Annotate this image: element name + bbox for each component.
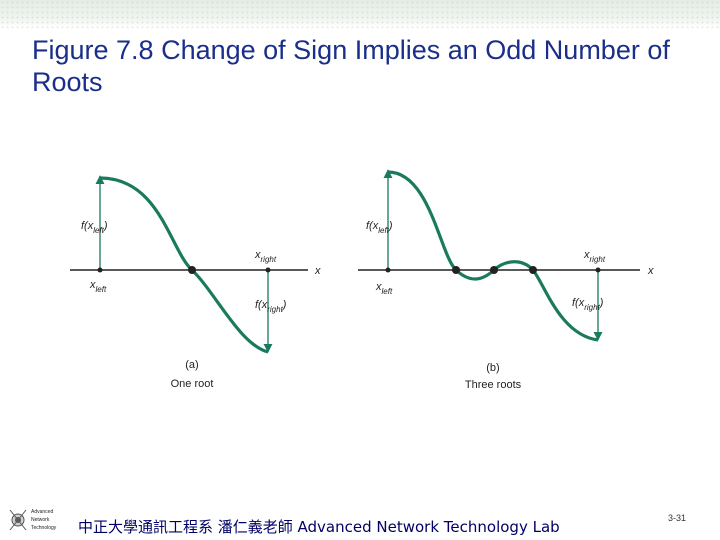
logo-text-line-1: Advanced (31, 509, 53, 515)
slide-title: Figure 7.8 Change of Sign Implies an Odd… (32, 35, 670, 97)
curve-a (99, 176, 269, 354)
caption-letter-b: (b) (486, 362, 499, 374)
root-point-b-1 (452, 266, 460, 274)
root-point-a (188, 266, 196, 274)
x-right-point-a (265, 267, 271, 273)
f-left-label-a: f(xleft) (81, 220, 108, 235)
header-band (0, 0, 720, 28)
caption-letter-a: (a) (185, 359, 198, 371)
x-axis-label-b: x (647, 265, 654, 277)
x-right-point-b (595, 267, 601, 273)
caption-a: One root (171, 378, 214, 390)
x-axis-label-a: x (314, 265, 321, 277)
x-left-point-b (385, 267, 391, 273)
x-right-label-b: xright (583, 249, 606, 264)
footer-text: 中正大學通訊工程系 潘仁義老師 Advanced Network Technol… (78, 518, 560, 536)
logo-text-line-3: Technology (31, 525, 57, 531)
f-left-label-b: f(xleft) (366, 220, 393, 235)
panel-b: f(xleft) xleft xright x f(xright) (b) Th… (358, 169, 654, 391)
x-left-label-a: xleft (89, 279, 107, 294)
root-point-b-3 (529, 266, 537, 274)
root-point-b-2 (490, 266, 498, 274)
curve-b (387, 170, 599, 342)
x-left-point-a (97, 267, 103, 273)
x-right-label-a: xright (254, 249, 277, 264)
logo-text-line-2: Network (31, 517, 50, 523)
x-left-label-b: xleft (375, 281, 393, 296)
lab-logo: Advanced Network Technology (6, 503, 70, 537)
panel-a: f(xleft) xleft xright x f(xright) (a) On… (70, 175, 321, 390)
caption-b: Three roots (465, 379, 522, 391)
f-right-label-a: f(xright) (255, 299, 287, 314)
page-number: 3-31 (668, 513, 687, 523)
f-right-label-b: f(xright) (572, 297, 604, 312)
